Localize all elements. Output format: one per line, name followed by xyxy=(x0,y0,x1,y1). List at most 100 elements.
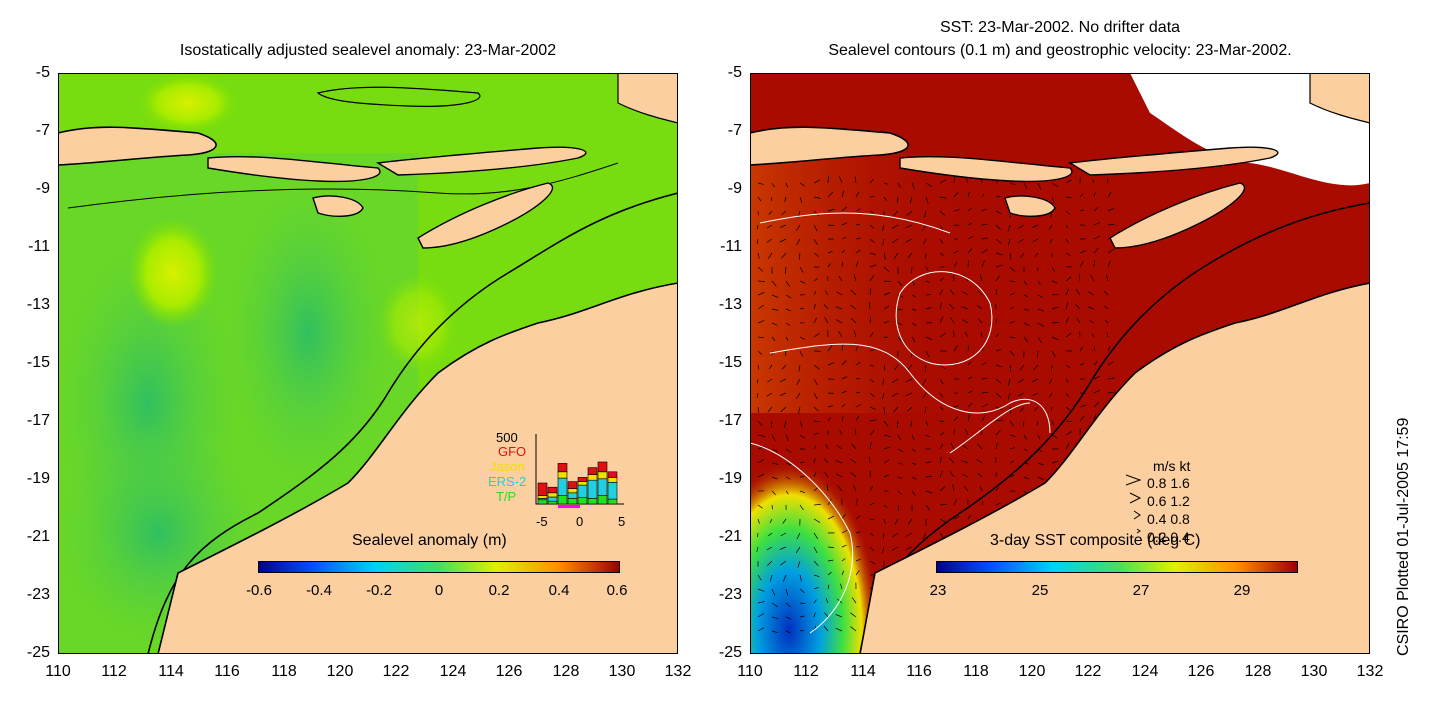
velocity-arrow xyxy=(882,224,885,231)
x-tick-label: 132 xyxy=(1356,663,1384,680)
velocity-arrow xyxy=(883,420,889,427)
colorbar-tick: 23 xyxy=(929,582,947,599)
velocity-arrow xyxy=(841,360,847,366)
velocity-arrow xyxy=(925,434,930,438)
velocity-arrow xyxy=(799,490,806,494)
velocity-arrow xyxy=(869,406,876,410)
velocity-arrow xyxy=(883,459,890,464)
velocity-arrow xyxy=(785,616,792,620)
velocity-arrow xyxy=(838,330,843,338)
velocity-arrow xyxy=(953,274,955,282)
velocity-arrow xyxy=(771,308,779,311)
velocity-arrow xyxy=(841,570,845,576)
velocity-arrow xyxy=(869,560,876,565)
velocity-arrow xyxy=(785,434,790,442)
velocity-arrow xyxy=(925,182,932,187)
velocity-arrow xyxy=(869,264,877,268)
right-map-title-line2: Sealevel contours (0.1 m) and geostrophi… xyxy=(828,42,1292,59)
x-tick-label: 120 xyxy=(326,663,354,680)
velocity-arrow xyxy=(950,442,955,450)
y-tick-label: -21 xyxy=(26,528,50,545)
x-tick-label: 110 xyxy=(45,663,71,680)
velocity-arrow xyxy=(835,460,843,464)
inset-bar-segment xyxy=(597,495,608,505)
velocity-arrow xyxy=(813,224,818,232)
x-tick-label: 122 xyxy=(382,663,410,680)
velocity-arrow xyxy=(962,319,969,324)
velocity-arrow xyxy=(757,291,765,296)
y-tick-label: -23 xyxy=(718,586,742,603)
velocity-arrow xyxy=(892,378,899,383)
velocity-arrow xyxy=(995,502,1001,506)
velocity-arrow xyxy=(897,462,903,465)
velocity-arrow xyxy=(825,444,829,450)
velocity-arrow xyxy=(1023,182,1028,189)
inset-bar-segment xyxy=(607,498,618,505)
velocity-arrow xyxy=(827,405,834,408)
inset-bar-segment xyxy=(537,495,548,499)
velocity-legend-row: 0.2 0.4 xyxy=(1147,529,1190,545)
velocity-arrow xyxy=(925,350,930,358)
velocity-arrow xyxy=(813,304,816,310)
inset-bar-segment xyxy=(607,481,618,500)
velocity-arrow xyxy=(995,288,998,296)
velocity-arrow xyxy=(939,238,944,244)
velocity-arrow xyxy=(897,182,901,188)
x-tick-label: 124 xyxy=(1131,663,1159,680)
velocity-arrow xyxy=(981,500,984,506)
velocity-arrow xyxy=(756,238,759,245)
velocity-arrow xyxy=(769,574,773,582)
velocity-arrow xyxy=(1106,332,1109,338)
velocity-arrow xyxy=(1050,406,1053,412)
velocity-arrow xyxy=(882,532,885,539)
velocity-arrow xyxy=(771,448,779,453)
velocity-arrow xyxy=(1107,207,1114,212)
velocity-arrow xyxy=(799,434,806,439)
velocity-arrow xyxy=(827,224,835,226)
velocity-arrow xyxy=(785,336,789,341)
velocity-arrow xyxy=(813,333,820,338)
velocity-arrow xyxy=(855,361,861,366)
velocity-arrow xyxy=(939,532,944,539)
velocity-arrow xyxy=(891,224,899,229)
velocity-arrow xyxy=(905,392,913,397)
velocity-arrow xyxy=(813,378,818,386)
velocity-arrow xyxy=(841,344,844,352)
velocity-arrow xyxy=(1009,364,1012,372)
velocity-arrow xyxy=(911,476,917,480)
inset-bar-segment xyxy=(557,463,568,473)
velocity-arrow xyxy=(883,320,890,324)
velocity-arrow xyxy=(1051,434,1058,439)
velocity-arrow xyxy=(771,182,775,188)
velocity-arrow xyxy=(785,448,792,453)
velocity-arrow xyxy=(967,236,973,240)
velocity-arrow xyxy=(893,406,899,413)
velocity-arrow xyxy=(783,574,787,582)
velocity-arrow xyxy=(939,332,946,338)
velocity-arrow xyxy=(995,419,1003,422)
velocity-arrow xyxy=(813,238,818,245)
velocity-arrow xyxy=(757,532,759,538)
velocity-arrow xyxy=(785,294,792,299)
inset-bar-segment xyxy=(577,477,588,482)
velocity-arrow xyxy=(949,471,955,478)
inset-bar-segment xyxy=(587,474,598,481)
velocity-arrow xyxy=(1107,391,1115,394)
velocity-arrow xyxy=(855,345,859,352)
velocity-arrow xyxy=(1032,378,1039,383)
velocity-arrow xyxy=(1009,266,1015,272)
velocity-arrow xyxy=(1065,364,1071,369)
velocity-arrow xyxy=(925,307,932,310)
velocity-arrow xyxy=(841,190,845,198)
velocity-arrow xyxy=(813,532,819,539)
velocity-arrow xyxy=(1065,431,1072,436)
colorbar-tick: 29 xyxy=(1233,582,1251,599)
velocity-arrow xyxy=(785,588,789,596)
velocity-arrow xyxy=(813,574,820,578)
velocity-arrow xyxy=(1051,460,1059,464)
velocity-arrow xyxy=(869,456,871,464)
velocity-arrow xyxy=(897,448,904,453)
velocity-arrow xyxy=(1065,332,1072,338)
velocity-arrow xyxy=(781,210,787,216)
velocity-arrow xyxy=(813,291,817,296)
